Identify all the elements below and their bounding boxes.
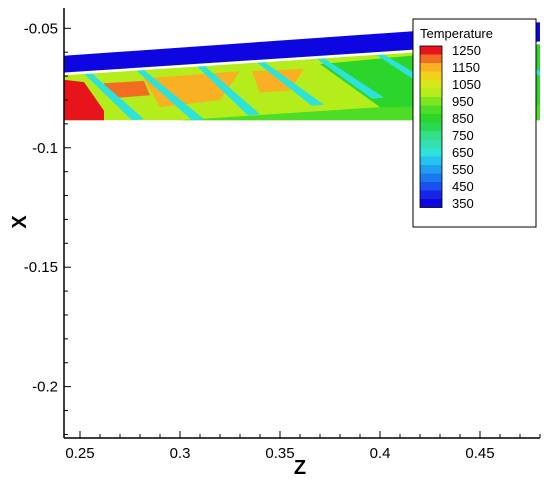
legend-swatch <box>420 148 442 157</box>
legend-swatch <box>420 88 442 97</box>
x-axis-title: Z <box>294 457 306 479</box>
legend-swatch <box>420 105 442 114</box>
x-tick-label: 0.4 <box>370 445 391 462</box>
legend-label: 450 <box>452 179 474 194</box>
legend-label: 550 <box>452 162 474 177</box>
y-tick-label: -0.2 <box>32 379 58 396</box>
legend-label: 650 <box>452 145 474 160</box>
legend-label: 950 <box>452 94 474 109</box>
legend-swatch <box>420 173 442 182</box>
field-region-jet-2 <box>136 70 204 121</box>
legend-label: 1050 <box>452 77 481 92</box>
field-region-hot-corner <box>64 79 104 121</box>
y-tick-label: -0.15 <box>24 259 58 276</box>
field-region-hot-spot-1 <box>104 80 150 98</box>
legend-swatch <box>420 156 442 165</box>
field-region-jet-1 <box>84 73 144 121</box>
legend-label: 350 <box>452 196 474 211</box>
legend-colorbar-frame <box>419 45 443 208</box>
legend-swatch <box>420 71 442 80</box>
legend-swatch <box>420 165 442 174</box>
legend-label: 1150 <box>452 60 480 75</box>
legend-swatch <box>420 182 442 191</box>
legend-swatch <box>420 63 442 72</box>
x-tick-label: 0.3 <box>170 445 191 462</box>
y-tick-label: -0.05 <box>24 20 58 37</box>
legend-label: 1250 <box>452 43 481 58</box>
x-tick-label: 0.25 <box>65 445 94 462</box>
legend: Temperature 1250 1150 1050 950 850 750 650 550 4… <box>412 18 537 228</box>
y-tick-label: -0.1 <box>32 140 58 157</box>
legend-swatch <box>420 97 442 106</box>
legend-label: 850 <box>452 111 474 126</box>
field-region-jet-4 <box>256 61 324 106</box>
axes: 0.25 0.3 0.35 0.4 0.45 -0.2 -0.15 -0.1 -0.05 <box>24 8 541 462</box>
legend-swatch <box>420 54 442 63</box>
legend-title: Temperature <box>420 26 493 41</box>
x-tick-label: 0.45 <box>465 445 494 462</box>
legend-swatch <box>420 190 442 199</box>
legend-label: 750 <box>452 128 474 143</box>
legend-swatch <box>420 114 442 123</box>
legend-swatch <box>420 80 442 89</box>
legend-swatch <box>420 131 442 140</box>
field-region-jet-3 <box>196 65 260 116</box>
y-axis-title: X <box>9 215 31 229</box>
legend-swatch <box>420 139 442 148</box>
legend-swatch <box>420 46 442 55</box>
field-region-jet-5 <box>316 58 384 99</box>
x-tick-label: 0.35 <box>265 445 294 462</box>
legend-swatch <box>420 122 442 131</box>
legend-swatch <box>420 199 442 208</box>
